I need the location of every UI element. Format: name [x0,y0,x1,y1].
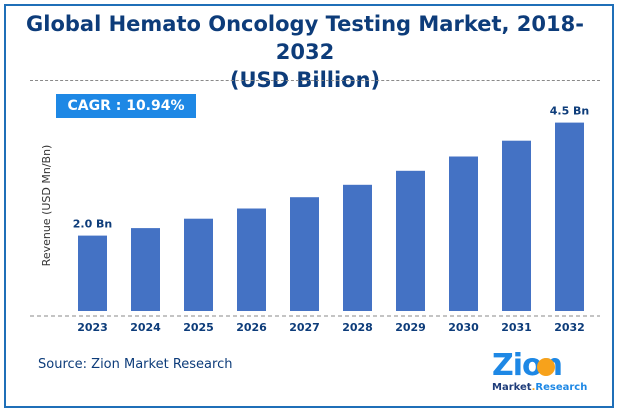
data-label-2023: 2.0 Bn [73,218,113,231]
x-tick-label-2029: 2029 [395,321,426,334]
bar-2024 [131,228,160,311]
bar-2030 [449,156,478,311]
x-tick-label-2025: 2025 [183,321,214,334]
x-tick-label-2031: 2031 [501,321,532,334]
y-axis-label: Revenue (USD Mn/Bn) [40,145,53,267]
x-tick-label-2030: 2030 [448,321,479,334]
zion-logo: Zion Market.Research [488,350,588,402]
x-tick-label-2032: 2032 [554,321,585,334]
title-divider [30,80,600,81]
bar-2032 [555,122,584,311]
x-tick-label-2028: 2028 [342,321,373,334]
bar-2027 [290,197,319,311]
logo-orange-dot-icon [537,358,555,376]
x-tick-label-2027: 2027 [289,321,320,334]
cagr-badge: CAGR : 10.94% [56,94,196,118]
logo-research: Research [535,382,588,393]
logo-dot: . [531,382,536,393]
title-line-1: Global Hemato Oncology Testing Market, 2… [26,12,584,64]
bar-2031 [502,140,531,311]
x-tick-label-2024: 2024 [130,321,161,334]
x-tick-label-2026: 2026 [236,321,267,334]
bar-2029 [396,170,425,311]
source-note: Source: Zion Market Research [38,357,233,372]
bar-2026 [237,208,266,311]
bar-2025 [184,218,213,311]
logo-subtitle: Market.Research [492,382,587,393]
data-label-2032: 4.5 Bn [550,105,590,118]
x-tick-label-2023: 2023 [77,321,108,334]
bar-2023 [78,235,107,311]
logo-market: Market [492,382,532,393]
bar-2028 [343,184,372,311]
